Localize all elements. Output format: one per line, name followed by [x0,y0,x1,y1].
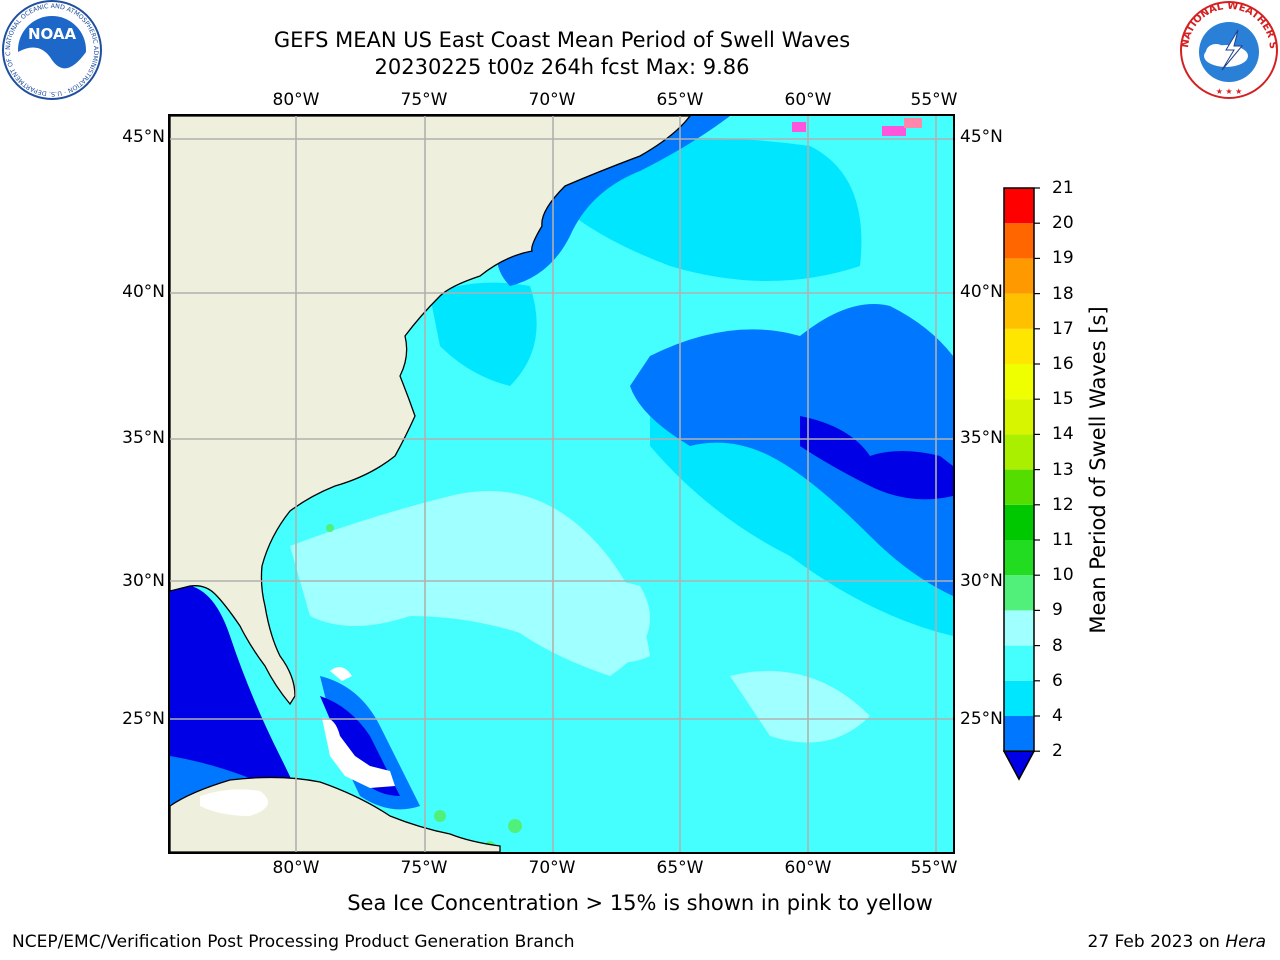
colorbar-tick-label: 15 [1052,389,1074,410]
colorbar-title: Mean Period of Swell Waves [s] [1086,306,1110,634]
cuba-white [200,789,268,816]
zone-8-9-center [500,576,650,676]
colorbar-tick-label: 19 [1052,248,1074,269]
svg-text:★ ★ ★: ★ ★ ★ [1216,87,1243,96]
lat-label-right-30n: 30°N [960,571,1003,591]
lat-label-left-35n: 35°N [122,428,165,448]
colorbar-segment [1004,680,1034,716]
lat-label-left-40n: 40°N [122,282,165,302]
noaa-logo-text: NOAA [28,25,77,43]
colorbar-tick-label: 11 [1052,530,1074,550]
lat-label-right-25n: 25°N [960,709,1003,729]
map-canvas [170,116,953,852]
colorbar-tick-label: 16 [1052,354,1074,374]
colorbar-segment [1004,434,1034,470]
colorbar-segment [1004,504,1034,540]
swell-period-map [168,114,955,854]
colorbar-tick-label: 21 [1052,178,1074,198]
colorbar-segment [1004,223,1034,259]
lat-label-right-45n: 45°N [960,127,1003,147]
sea-ice-2 [882,126,906,136]
colorbar-tick-label: 17 [1052,318,1074,339]
colorbar-underflow [1002,750,1036,781]
colorbar-segment [1004,399,1034,435]
colorbar-segment [1004,328,1034,364]
colorbar-tick-label: 14 [1052,424,1074,445]
footer-credit: NCEP/EMC/Verification Post Processing Pr… [12,932,575,952]
footer-date: 27 Feb 2023 on Hera [1087,932,1266,952]
bahamas-nodata-2 [330,667,352,681]
zone-2-4-coast-north [496,116,730,286]
colorbar-tick-label: 10 [1052,565,1074,586]
colorbar-tick-label: 6 [1052,670,1063,691]
zone-under-2-east [800,416,953,500]
colorbar-segment [1004,364,1034,400]
lon-label-top-60w: 60°W [784,90,832,110]
noaa-logo: NATIONAL OCEANIC AND ATMOSPHERIC ADMINIS… [0,0,102,100]
lon-label-top-70w: 70°W [528,90,576,110]
green-spot-4 [326,524,334,532]
sea-ice-note: Sea Ice Concentration > 15% is shown in … [347,891,933,915]
colorbar-segment [1004,469,1034,505]
colorbar-tick-label: 12 [1052,494,1074,515]
lon-label-bottom-80w: 80°W [272,858,320,878]
colorbar-tick-label: 2 [1052,741,1063,762]
colorbar-segment [1004,293,1034,329]
lon-label-top-65w: 65°W [656,90,704,110]
green-spot-2 [508,819,522,833]
colorbar-segment [1004,716,1034,752]
colorbar-tick-label: 4 [1052,706,1063,726]
lon-label-top-55w: 55°W [910,90,958,110]
lon-label-bottom-55w: 55°W [910,858,958,878]
zone-4-6-shore [430,282,537,386]
lat-label-right-35n: 35°N [960,428,1003,448]
lat-label-right-40n: 40°N [960,282,1003,302]
lon-label-bottom-75w: 75°W [400,858,448,878]
green-spot-1 [434,810,446,822]
nws-logo: NATIONAL WEATHER SERVICE ★ ★ ★ [1178,0,1278,99]
sea-ice-3 [904,118,922,128]
map-title: GEFS MEAN US East Coast Mean Period of S… [273,28,851,52]
lon-label-top-75w: 75°W [400,90,448,110]
colorbar-tick-label: 9 [1052,600,1063,621]
lon-label-bottom-70w: 70°W [528,858,576,878]
lon-label-top-80w: 80°W [272,90,320,110]
map-subtitle: 20230225 t00z 264h fcst Max: 9.86 [374,55,750,79]
lon-label-bottom-60w: 60°W [784,858,832,878]
colorbar-tick-label: 20 [1052,213,1074,234]
bahamas-nodata-1 [322,717,395,788]
colorbar-tick-label: 18 [1052,283,1074,304]
land-us-east [170,116,691,706]
lat-label-left-25n: 25°N [122,709,165,729]
colorbar-segment [1004,540,1034,576]
colorbar-segment [1004,645,1034,681]
colorbar-tick-label: 13 [1052,459,1074,480]
graticule [170,116,953,852]
colorbar [1002,187,1040,781]
colorbar-segment [1004,258,1034,294]
lat-label-left-30n: 30°N [122,571,165,591]
colorbar-tick-label: 8 [1052,635,1063,656]
footer-host: Hera [1225,932,1266,952]
lat-label-left-45n: 45°N [122,127,165,147]
zone-2-4-east [630,304,953,596]
colorbar-segment [1004,188,1034,224]
colorbar-segment [1004,575,1034,611]
sea-ice-1 [792,122,806,132]
colorbar-segment [1004,610,1034,646]
lon-label-bottom-65w: 65°W [656,858,704,878]
zone-8-9-east [730,671,870,743]
